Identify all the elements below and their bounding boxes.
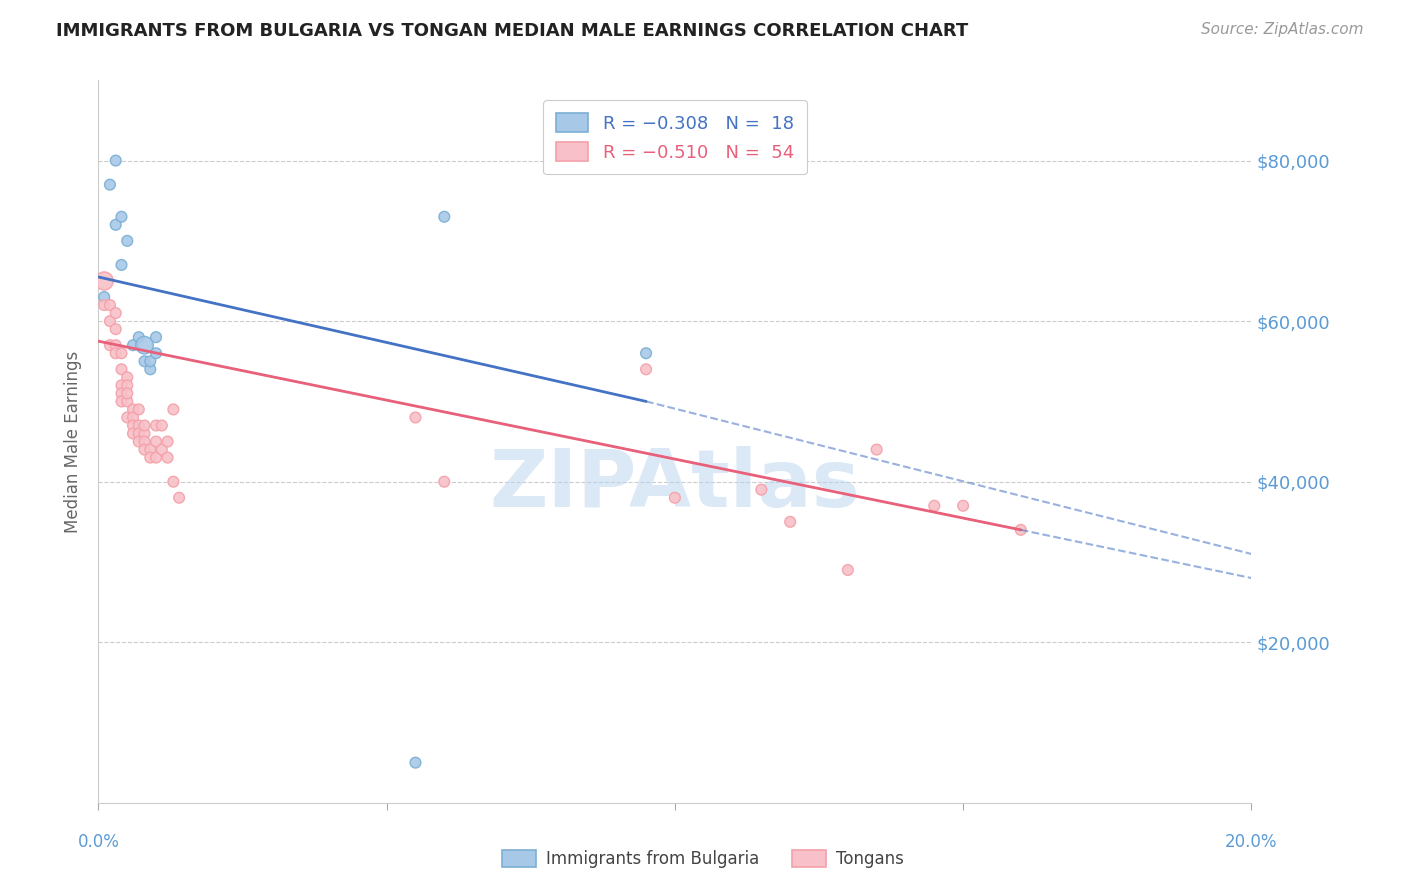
Point [104,218,127,232]
Point [128,418,150,433]
Point [145,346,167,360]
Point [134,418,156,433]
Text: 20.0%: 20.0% [1225,833,1278,851]
Point [139,362,162,376]
Point [110,346,132,360]
Point [952,499,974,513]
Point [156,434,179,449]
Point [167,491,190,505]
Text: 0.0%: 0.0% [77,833,120,851]
Point [93,298,115,312]
Point [866,442,889,457]
Point [110,386,132,401]
Text: ZIPAtlas: ZIPAtlas [489,446,860,524]
Point [128,426,150,441]
Point [139,450,162,465]
Point [128,330,150,344]
Point [134,426,156,441]
Point [1010,523,1032,537]
Point [117,370,139,384]
Point [122,402,145,417]
Point [433,210,456,224]
Point [104,346,127,360]
Point [145,450,167,465]
Point [98,338,121,352]
Point [104,338,127,352]
Point [145,434,167,449]
Point [924,499,946,513]
Point [837,563,859,577]
Point [122,338,145,352]
Point [93,274,115,288]
Point [104,306,127,320]
Point [128,434,150,449]
Point [117,410,139,425]
Point [122,418,145,433]
Point [122,426,145,441]
Point [150,418,173,433]
Point [405,410,427,425]
Legend: R = −0.308   N =  18, R = −0.510   N =  54: R = −0.308 N = 18, R = −0.510 N = 54 [543,100,807,174]
Point [139,442,162,457]
Point [134,354,156,368]
Point [93,290,115,304]
Point [162,475,184,489]
Point [145,418,167,433]
Point [98,298,121,312]
Point [636,362,658,376]
Point [104,153,127,168]
Legend: Immigrants from Bulgaria, Tongans: Immigrants from Bulgaria, Tongans [496,843,910,875]
Point [128,402,150,417]
Point [145,330,167,344]
Point [110,394,132,409]
Point [98,314,121,328]
Point [117,378,139,392]
Point [433,475,456,489]
Text: IMMIGRANTS FROM BULGARIA VS TONGAN MEDIAN MALE EARNINGS CORRELATION CHART: IMMIGRANTS FROM BULGARIA VS TONGAN MEDIA… [56,22,969,40]
Point [139,354,162,368]
Point [751,483,773,497]
Point [150,442,173,457]
Point [134,442,156,457]
Point [110,378,132,392]
Point [134,434,156,449]
Point [110,362,132,376]
Point [117,234,139,248]
Point [122,410,145,425]
Point [156,450,179,465]
Point [405,756,427,770]
Point [117,386,139,401]
Point [98,178,121,192]
Point [134,338,156,352]
Point [779,515,801,529]
Point [104,322,127,336]
Point [636,346,658,360]
Point [110,258,132,272]
Text: Source: ZipAtlas.com: Source: ZipAtlas.com [1201,22,1364,37]
Y-axis label: Median Male Earnings: Median Male Earnings [65,351,83,533]
Point [110,210,132,224]
Point [664,491,686,505]
Point [117,394,139,409]
Point [162,402,184,417]
